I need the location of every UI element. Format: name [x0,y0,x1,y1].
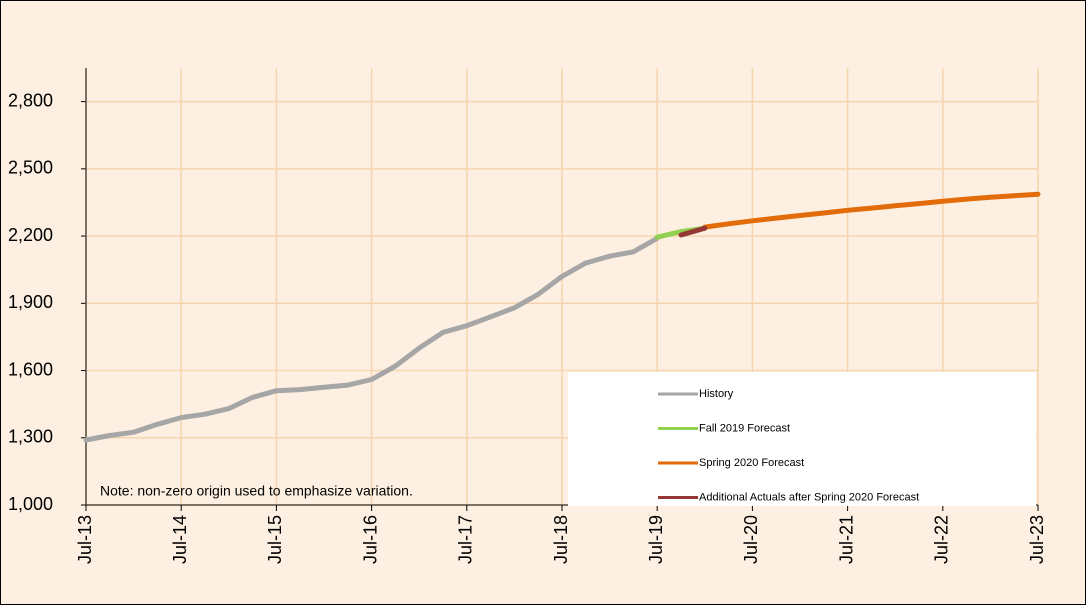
x-tick-label: Jul-17 [456,515,476,564]
x-tick-label: Jul-20 [741,515,761,564]
x-tick-label: Jul-16 [360,515,380,564]
legend-label: Additional Actuals after Spring 2020 For… [699,491,919,503]
y-tick-label: 2,500 [8,158,53,178]
legend-label: Spring 2020 Forecast [699,457,804,469]
legend-label: Fall 2019 Forecast [699,422,790,434]
y-tick-label: 1,900 [8,292,53,312]
annotation: Note: non-zero origin used to emphasize … [100,483,413,499]
legend [568,372,1036,506]
y-tick-label: 2,200 [8,225,53,245]
x-tick-label: Jul-22 [932,515,952,564]
x-tick-label: Jul-13 [75,515,95,564]
series-line [83,235,660,443]
x-tick-label: Jul-19 [646,515,666,564]
series-line [678,225,708,238]
y-tick-label: 1,600 [8,359,53,379]
y-tick-label: 1,000 [8,494,53,514]
x-tick-label: Jul-15 [265,515,285,564]
x-tick-label: Jul-14 [170,515,190,564]
x-tick-label: Jul-23 [1027,515,1047,564]
y-tick-label: 2,800 [8,90,53,110]
series-line [702,191,1041,230]
x-tick-label: Jul-21 [836,515,856,564]
y-tick-label: 1,300 [8,427,53,447]
legend-label: History [699,388,734,400]
x-tick-label: Jul-18 [551,515,571,564]
